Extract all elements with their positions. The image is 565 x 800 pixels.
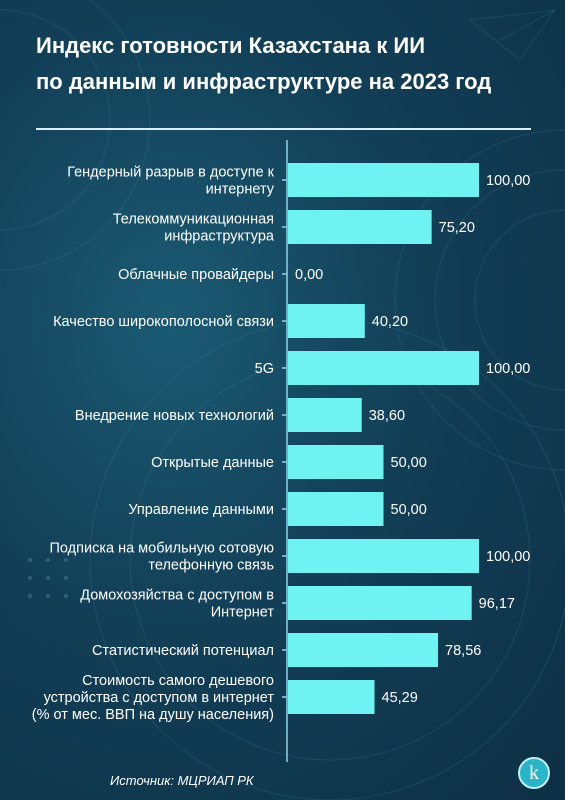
value-label-11: 45,29 (382, 690, 418, 706)
category-label-9-line-0: Домохозяйства с доступом в (80, 588, 274, 604)
value-label-4: 100,00 (486, 361, 530, 377)
category-label-8-line-0: Подписка на мобильную сотовую (49, 541, 274, 557)
bar-7 (288, 492, 384, 526)
value-label-1: 75,20 (439, 220, 475, 236)
category-label-1-line-0: Телекоммуникационная (113, 212, 274, 228)
category-label-3: Качество широкополосной связи (53, 314, 274, 330)
category-label-4: 5G (255, 361, 274, 377)
bar-9 (288, 586, 472, 620)
source-note: Источник: МЦРИАП РК (110, 773, 254, 788)
category-label-10: Статистический потенциал (92, 643, 274, 659)
category-label-0-line-1: интернету (206, 182, 275, 198)
value-label-8: 100,00 (486, 549, 530, 565)
bar-11 (288, 680, 375, 714)
category-label-4-line-0: 5G (255, 361, 274, 377)
title-divider (36, 128, 531, 130)
value-label-7: 50,00 (391, 502, 427, 518)
value-label-6: 50,00 (391, 455, 427, 471)
value-label-9: 96,17 (479, 596, 515, 612)
value-label-2: 0,00 (295, 267, 323, 283)
category-label-0: Гендерный разрыв в доступе к интернету (67, 165, 275, 198)
category-label-11-line-0: Стоимость самого дешевого (82, 673, 274, 689)
value-label-5: 38,60 (369, 408, 405, 424)
category-label-2: Облачные провайдеры (118, 267, 274, 283)
category-label-9-line-1: Интернет (211, 605, 275, 621)
value-label-0: 100,00 (486, 173, 530, 189)
category-label-0-line-0: Гендерный разрыв в доступе к (67, 165, 274, 181)
category-label-6-line-0: Открытые данные (151, 455, 274, 471)
bar-4 (288, 351, 479, 385)
category-label-8: Подписка на мобильную сотовую телефонную … (49, 541, 274, 574)
category-label-9: Домохозяйства с доступом в Интернет (80, 588, 274, 621)
category-label-1-line-1: инфраструктура (164, 229, 275, 245)
value-label-10: 78,56 (445, 643, 481, 659)
category-label-11-line-2: (% от мес. ВВП на душу населения) (32, 707, 274, 723)
category-label-2-line-0: Облачные провайдеры (118, 267, 274, 283)
category-label-11: Стоимость самого дешевого устройства с до… (32, 673, 275, 723)
bar-1 (288, 210, 432, 244)
category-label-8-line-1: телефонную связь (148, 558, 274, 574)
category-label-5: Внедрение новых технологий (75, 408, 274, 424)
title-line-2: по данным и инфраструктуре на 2023 год (36, 69, 492, 94)
value-label-3: 40,20 (372, 314, 408, 330)
category-label-11-line-1: устройства с доступом в интернет (44, 690, 275, 706)
category-label-7-line-0: Управление данными (128, 502, 274, 518)
brand-logo-icon: k (518, 757, 550, 789)
chart-title: Индекс готовности Казахстана к ИИ по дан… (36, 28, 536, 100)
bar-5 (288, 398, 362, 432)
category-label-1: Телекоммуникационная инфраструктура (113, 212, 275, 245)
category-label-3-line-0: Качество широкополосной связи (53, 314, 274, 330)
category-label-7: Управление данными (128, 502, 274, 518)
bar-6 (288, 445, 384, 479)
bar-10 (288, 633, 439, 667)
category-label-5-line-0: Внедрение новых технологий (75, 408, 274, 424)
bar-8 (288, 539, 479, 573)
bar-0 (288, 163, 479, 197)
category-label-10-line-0: Статистический потенциал (92, 643, 274, 659)
category-label-6: Открытые данные (151, 455, 274, 471)
bar-3 (288, 304, 365, 338)
title-line-1: Индекс готовности Казахстана к ИИ (36, 33, 426, 58)
